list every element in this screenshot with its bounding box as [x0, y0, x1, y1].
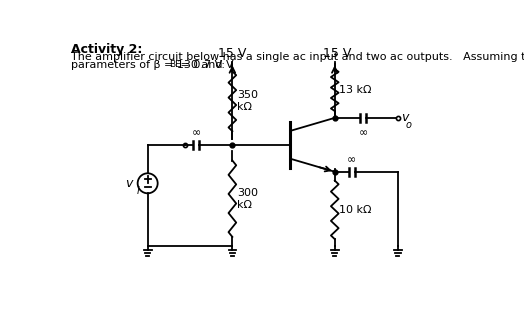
Text: ∞: ∞: [358, 128, 368, 138]
Text: 15 V: 15 V: [323, 47, 351, 60]
Text: 300
kΩ: 300 kΩ: [237, 188, 258, 209]
Text: ∞: ∞: [192, 129, 201, 139]
Text: parameters of β = 130 and V: parameters of β = 130 and V: [71, 60, 234, 70]
Text: o: o: [406, 120, 412, 130]
Text: BE: BE: [169, 60, 181, 69]
Text: Activity 2:: Activity 2:: [71, 43, 143, 56]
Text: v: v: [401, 111, 408, 124]
Text: 13 kΩ: 13 kΩ: [340, 85, 372, 95]
Text: ∞: ∞: [347, 156, 356, 166]
Text: = 0.7 V:: = 0.7 V:: [177, 60, 225, 70]
Text: 350
kΩ: 350 kΩ: [237, 91, 258, 112]
Text: 15 V: 15 V: [218, 47, 247, 60]
Text: v: v: [125, 177, 132, 190]
Text: i: i: [137, 186, 139, 196]
Text: The amplifier circuit below has a single ac input and two ac outputs.   Assuming: The amplifier circuit below has a single…: [71, 52, 524, 62]
Text: 10 kΩ: 10 kΩ: [340, 205, 372, 215]
